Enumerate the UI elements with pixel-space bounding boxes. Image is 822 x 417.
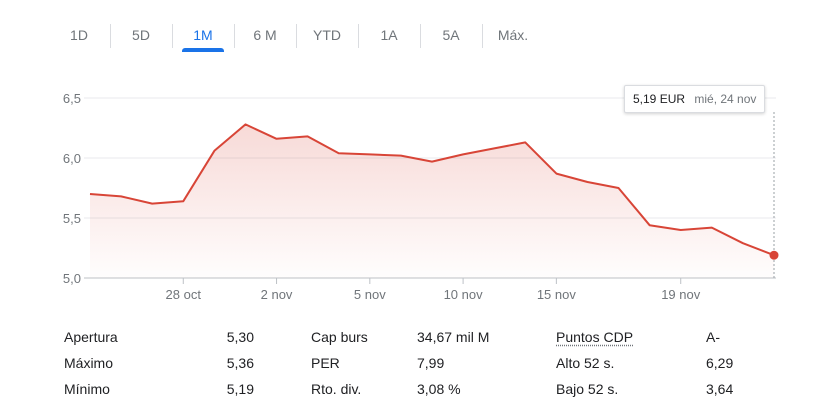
stat-value-per: 7,99 [417, 355, 445, 371]
last-price-point [769, 250, 779, 260]
tab-6m[interactable]: 6 M [234, 20, 296, 54]
stat-label-rto-div: Rto. div. [311, 381, 362, 397]
stat-label-maximo: Máximo [64, 355, 114, 371]
x-tick-label: 19 nov [661, 287, 701, 302]
y-tick-label: 6,5 [63, 91, 81, 106]
stat-value-minimo: 5,19 [226, 381, 254, 397]
price-area [90, 124, 774, 279]
tab-1m[interactable]: 1M [172, 20, 234, 54]
price-chart[interactable]: 6,5 6,0 5,5 5,0 28 oct 2 nov 5 nov 10 nov 15 nov… [0, 0, 822, 310]
y-tick-label: 6,0 [63, 151, 81, 166]
stat-label-per: PER [311, 355, 340, 371]
stat-value-alto-52s: 6,29 [706, 355, 734, 371]
tab-1a[interactable]: 1A [358, 20, 420, 54]
tooltip-price: 5,19 EUR [633, 92, 686, 106]
range-tabs: 1D 5D 1M 6 M YTD 1A 5A Máx. [48, 20, 544, 54]
stat-value-maximo: 5,36 [226, 355, 254, 371]
tab-ytd[interactable]: YTD [296, 20, 358, 54]
stat-value-apertura: 5,30 [226, 329, 254, 345]
x-tick-label: 15 nov [537, 287, 577, 302]
tab-max[interactable]: Máx. [482, 20, 544, 54]
tooltip-date: mié, 24 nov [694, 92, 757, 106]
price-line [89, 123, 775, 257]
stat-label-minimo: Mínimo [64, 381, 110, 397]
stat-value-bajo-52s: 3,64 [706, 381, 734, 397]
stat-label-puntos-cdp[interactable]: Puntos CDP [556, 329, 634, 345]
tab-5d[interactable]: 5D [110, 20, 172, 54]
x-tick-label: 28 oct [166, 287, 202, 302]
stat-label-bajo-52s: Bajo 52 s. [556, 381, 619, 397]
price-tooltip: 5,19 EUR mié, 24 nov [624, 85, 766, 113]
tab-5a[interactable]: 5A [420, 20, 482, 54]
stat-value-rto-div: 3,08 % [417, 381, 461, 397]
stat-label-alto-52s: Alto 52 s. [556, 355, 615, 371]
x-tick-label: 10 nov [444, 287, 484, 302]
stat-value-cap-burs: 34,67 mil M [417, 329, 490, 345]
y-tick-label: 5,0 [63, 271, 81, 286]
y-tick-label: 5,5 [63, 211, 81, 226]
stat-label-cap-burs: Cap burs [311, 329, 368, 345]
stat-value-puntos-cdp: A- [706, 329, 720, 345]
x-tick-label: 2 nov [261, 287, 293, 302]
tab-1d[interactable]: 1D [70, 27, 88, 43]
stat-label-apertura: Apertura [64, 329, 118, 345]
x-tick-label: 5 nov [354, 287, 386, 302]
key-stats: Apertura 5,30 Máximo 5,36 Mínimo 5,19 Ca… [0, 324, 822, 404]
